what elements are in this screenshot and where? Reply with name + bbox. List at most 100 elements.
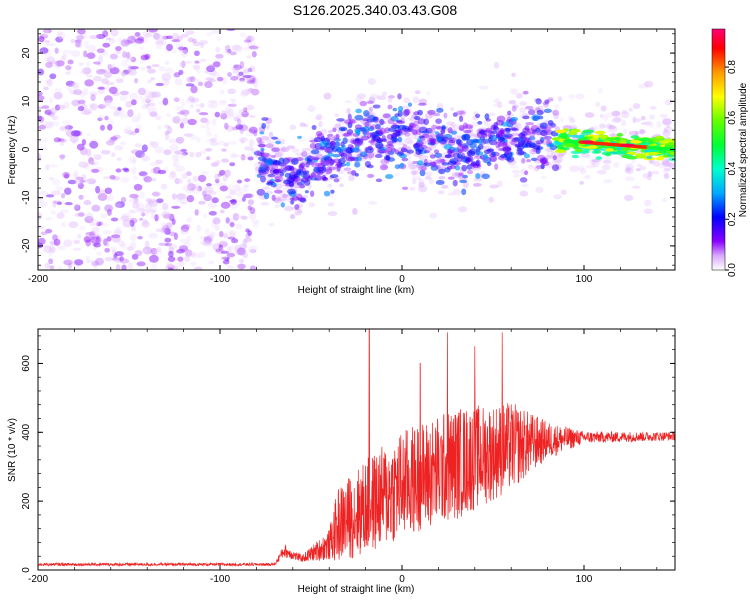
spectrogram-cell xyxy=(236,64,241,72)
spectrogram-cell xyxy=(135,150,145,158)
spectrogram-cell xyxy=(209,137,217,142)
spectrogram-cell xyxy=(425,171,433,177)
spectrogram-cell xyxy=(425,127,433,134)
spectrogram-cell xyxy=(612,117,622,123)
spectrogram-cell xyxy=(130,149,141,154)
spectrogram-cell xyxy=(180,201,186,206)
spectrogram-cell xyxy=(366,132,373,139)
spectrogram-cell xyxy=(404,106,413,112)
spectrogram-cell xyxy=(239,61,245,69)
spectrogram-cell xyxy=(195,267,201,270)
spectrogram-cell xyxy=(668,138,675,143)
spectrogram-cell xyxy=(239,32,246,38)
spectrogram-cell xyxy=(103,71,112,79)
spectrogram-cell xyxy=(40,231,48,235)
spectrogram-cell xyxy=(133,203,141,207)
spectrogram-cell xyxy=(329,140,336,147)
spectrogram-cell xyxy=(191,187,201,195)
spectrogram-cell xyxy=(152,92,160,98)
spectrogram-cell xyxy=(64,125,74,130)
spectrogram-cell xyxy=(661,159,670,166)
spectrogram-cell xyxy=(89,160,100,166)
spectrogram-cell xyxy=(140,209,150,216)
spectrogram-cell xyxy=(315,113,323,120)
spectrogram-cell xyxy=(323,92,332,100)
spectrogram-cell xyxy=(109,53,118,60)
spectrogram-cell xyxy=(182,223,191,230)
spectrogram-cell xyxy=(44,79,52,84)
spectrogram-cell xyxy=(147,29,155,34)
spectrogram-cell xyxy=(245,133,253,137)
spectrogram-cell xyxy=(150,205,158,213)
spectrogram-cell xyxy=(392,123,398,128)
spectrogram-cell xyxy=(387,104,393,110)
spectrogram-cell xyxy=(461,188,467,196)
spectrogram-cell xyxy=(401,157,409,162)
spectrogram-cell xyxy=(381,91,387,97)
spectrogram-cell xyxy=(511,105,517,112)
spectrogram-cell xyxy=(659,113,668,119)
spectrogram-cell xyxy=(111,92,120,97)
spectrogram-cell xyxy=(407,125,414,133)
spectrogram-cell xyxy=(309,155,316,161)
spectrogram-cell xyxy=(273,173,283,180)
spectrogram-cell xyxy=(372,104,381,109)
spectrogram-cell xyxy=(243,67,251,75)
spectrogram-cell xyxy=(164,213,172,220)
spectrogram-cell xyxy=(271,150,281,154)
spectrogram-cell xyxy=(475,146,481,153)
spectrogram-cell xyxy=(468,164,476,169)
spectrogram-cell xyxy=(303,165,309,170)
spectrogram-cell xyxy=(74,212,81,217)
spectrogram-cell xyxy=(132,201,139,209)
spectrogram-cell xyxy=(74,175,81,182)
spectrogram-cell xyxy=(528,164,534,170)
spectrogram-cell xyxy=(60,138,68,143)
spectrogram-cell xyxy=(110,136,118,141)
spectrogram-cell xyxy=(48,251,53,257)
spectrogram-cell xyxy=(131,158,137,165)
spectrogram-cell xyxy=(356,130,361,136)
spectrogram-cell xyxy=(216,36,222,42)
spectrogram-cell xyxy=(49,246,56,253)
spectrogram-cell xyxy=(577,164,585,172)
y-tick-label: -10 xyxy=(21,190,32,205)
spectrogram-cell xyxy=(430,138,435,146)
spectrogram-cell xyxy=(90,103,98,111)
spectrogram-cell xyxy=(220,250,230,254)
spectrogram-cell xyxy=(108,86,118,94)
spectrogram-cell xyxy=(659,140,670,144)
spectrogram-cell xyxy=(141,98,147,105)
spectrogram-cell xyxy=(591,159,602,163)
spectrogram-cell xyxy=(553,156,563,163)
spectrogram-cell xyxy=(143,176,153,183)
spectrogram-cell xyxy=(620,143,635,147)
colorbar-tick-label: 0.4 xyxy=(727,161,738,175)
spectrogram-cell xyxy=(638,129,647,134)
spectrogram-cell xyxy=(401,125,410,132)
spectrogram-cell xyxy=(540,132,549,136)
spectrogram-cell xyxy=(92,245,98,251)
spectrogram-cell xyxy=(102,30,109,38)
spectrogram-cell xyxy=(131,42,140,46)
spectrogram-cell xyxy=(115,264,121,270)
spectrogram-cell xyxy=(42,245,52,249)
spectrogram-cell xyxy=(240,136,248,142)
spectrogram-cell xyxy=(359,100,368,107)
spectrogram-cell xyxy=(129,193,139,199)
spectrogram-cell xyxy=(99,68,108,73)
spectrogram-cell xyxy=(246,55,252,59)
spectrogram-cell xyxy=(77,182,84,190)
spectrogram-cell xyxy=(347,113,352,121)
spectrogram-cell xyxy=(86,178,97,185)
spectrogram-cell xyxy=(195,108,201,113)
spectrogram-cell xyxy=(83,163,90,170)
spectrogram-cell xyxy=(580,152,591,158)
spectrogram-cell xyxy=(524,130,533,136)
spectrogram-cell xyxy=(602,159,612,164)
spectrogram-cell xyxy=(192,175,198,183)
spectrogram-cell xyxy=(435,118,442,124)
spectrogram-cell xyxy=(90,93,96,102)
spectrogram-cell xyxy=(79,179,86,183)
spectrogram-cell xyxy=(338,157,346,165)
